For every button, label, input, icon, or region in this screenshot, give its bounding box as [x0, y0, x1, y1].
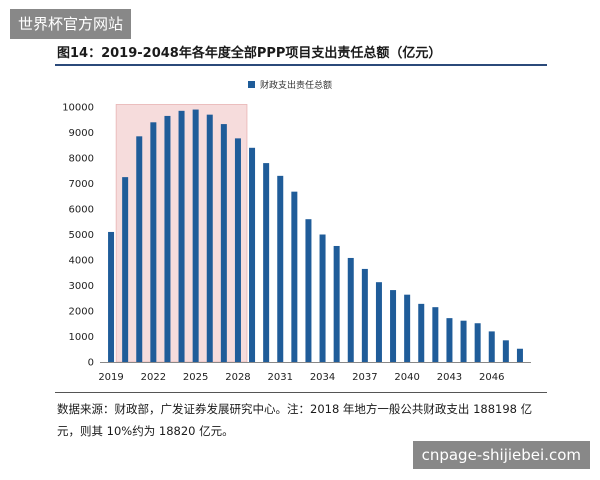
bar-2046: [488, 331, 495, 362]
y-tick-label: 10000: [62, 103, 94, 114]
bar-2042: [432, 307, 439, 362]
y-tick-label: 5000: [69, 230, 94, 241]
bar-2031: [277, 175, 284, 362]
bar-2030: [263, 163, 270, 362]
x-tick-label: 2025: [183, 372, 208, 383]
bar-2022: [150, 122, 157, 362]
legend-label: 财政支出责任总额: [260, 81, 333, 91]
bar-2019: [108, 231, 115, 362]
bar-2041: [418, 303, 425, 362]
watermark-bottom: cnpage-shijiebei.com: [412, 441, 590, 469]
bar-2045: [474, 323, 481, 362]
bar-2044: [460, 320, 467, 362]
source-rule: [55, 392, 547, 393]
bar-2035: [333, 245, 340, 362]
y-tick-label: 8000: [69, 154, 94, 165]
bar-2037: [361, 268, 368, 362]
legend-swatch: [248, 81, 255, 88]
y-tick-label: 6000: [69, 205, 94, 216]
bar-2043: [446, 318, 453, 362]
chart-legend: 财政支出责任总额: [248, 78, 332, 91]
bar-2027: [220, 124, 227, 363]
x-tick-label: 2019: [98, 372, 123, 383]
bar-2038: [375, 282, 382, 362]
y-tick-label: 7000: [69, 179, 94, 190]
x-tick-label: 2040: [394, 372, 419, 383]
bar-2032: [291, 191, 298, 362]
figure-title: 图14：2019-2048年各年度全部PPP项目支出责任总额（亿元）: [57, 46, 442, 61]
bar-2034: [319, 234, 326, 362]
bar-2023: [164, 115, 171, 362]
y-tick-label: 3000: [69, 281, 94, 292]
bar-2040: [404, 294, 411, 362]
bar-2039: [390, 290, 397, 362]
watermark-top: 世界杯官方网站: [10, 9, 132, 39]
x-tick-label: 2028: [225, 372, 250, 383]
y-tick-label: 2000: [69, 307, 94, 318]
x-tick-label: 2022: [141, 372, 166, 383]
bar-2048: [516, 348, 523, 362]
y-tick-label: 4000: [69, 256, 94, 267]
x-tick-label: 2031: [268, 372, 293, 383]
source-note: 数据来源：财政部，广发证券发展研究中心。注：2018 年地方一般公共财政支出 1…: [57, 402, 533, 438]
y-tick-label: 0: [88, 358, 94, 369]
x-tick-label: 2037: [352, 372, 377, 383]
x-tick-label: 2034: [310, 372, 335, 383]
bar-2047: [502, 340, 509, 362]
bar-2024: [178, 110, 185, 362]
x-tick-label: 2046: [479, 372, 504, 383]
bar-2021: [136, 136, 143, 362]
bar-2033: [305, 219, 312, 362]
bar-2029: [249, 147, 256, 362]
x-tick-label: 2043: [437, 372, 462, 383]
bar-2036: [347, 257, 354, 362]
y-tick-label: 1000: [69, 332, 94, 343]
bar-2028: [234, 138, 241, 362]
bar-2025: [192, 109, 199, 362]
title-rule: [55, 64, 547, 66]
y-tick-label: 9000: [69, 128, 94, 139]
bar-2026: [206, 114, 213, 363]
bar-2020: [122, 177, 129, 362]
